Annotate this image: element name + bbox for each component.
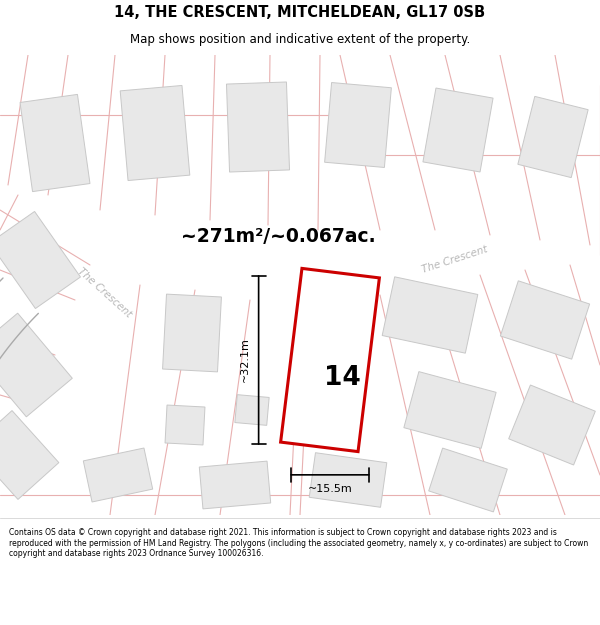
Text: 14: 14 <box>323 365 361 391</box>
Polygon shape <box>20 94 90 192</box>
Polygon shape <box>0 211 80 309</box>
Polygon shape <box>518 96 588 178</box>
Text: Contains OS data © Crown copyright and database right 2021. This information is : Contains OS data © Crown copyright and d… <box>9 528 588 558</box>
Polygon shape <box>325 82 391 168</box>
Text: The Crescent: The Crescent <box>421 244 489 276</box>
Polygon shape <box>199 461 271 509</box>
Polygon shape <box>423 88 493 172</box>
Text: ~271m²/~0.067ac.: ~271m²/~0.067ac. <box>181 228 376 246</box>
Polygon shape <box>165 405 205 445</box>
Text: Map shows position and indicative extent of the property.: Map shows position and indicative extent… <box>130 33 470 46</box>
Polygon shape <box>281 268 379 452</box>
Polygon shape <box>120 86 190 181</box>
Polygon shape <box>163 294 221 372</box>
Text: ~32.1m: ~32.1m <box>239 338 250 382</box>
Polygon shape <box>509 385 595 465</box>
Text: The Crescent: The Crescent <box>76 266 134 320</box>
Polygon shape <box>0 313 72 417</box>
Text: 14, THE CRESCENT, MITCHELDEAN, GL17 0SB: 14, THE CRESCENT, MITCHELDEAN, GL17 0SB <box>115 4 485 19</box>
Text: ~15.5m: ~15.5m <box>308 484 352 494</box>
Polygon shape <box>235 394 269 426</box>
Polygon shape <box>382 277 478 353</box>
Polygon shape <box>404 372 496 448</box>
Polygon shape <box>0 411 59 499</box>
Polygon shape <box>429 448 507 512</box>
Polygon shape <box>500 281 590 359</box>
Polygon shape <box>309 452 387 508</box>
Polygon shape <box>83 448 152 502</box>
Polygon shape <box>226 82 290 172</box>
